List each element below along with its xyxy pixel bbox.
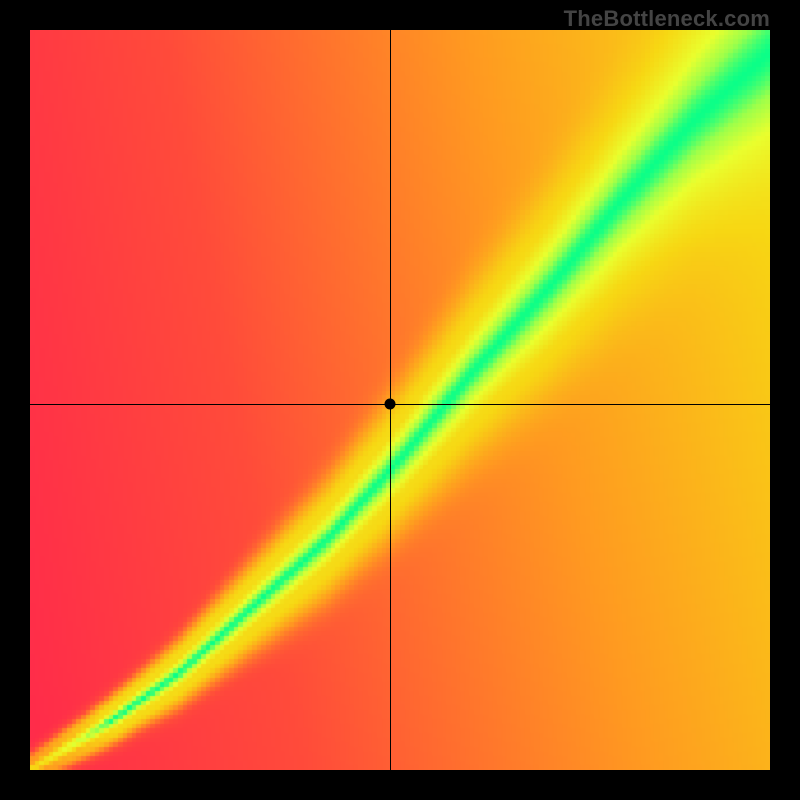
heatmap-canvas xyxy=(30,30,770,770)
crosshair-marker xyxy=(385,398,396,409)
chart-container: TheBottleneck.com xyxy=(0,0,800,800)
crosshair-horizontal xyxy=(30,404,770,405)
watermark-text: TheBottleneck.com xyxy=(564,6,770,32)
plot-area xyxy=(30,30,770,770)
